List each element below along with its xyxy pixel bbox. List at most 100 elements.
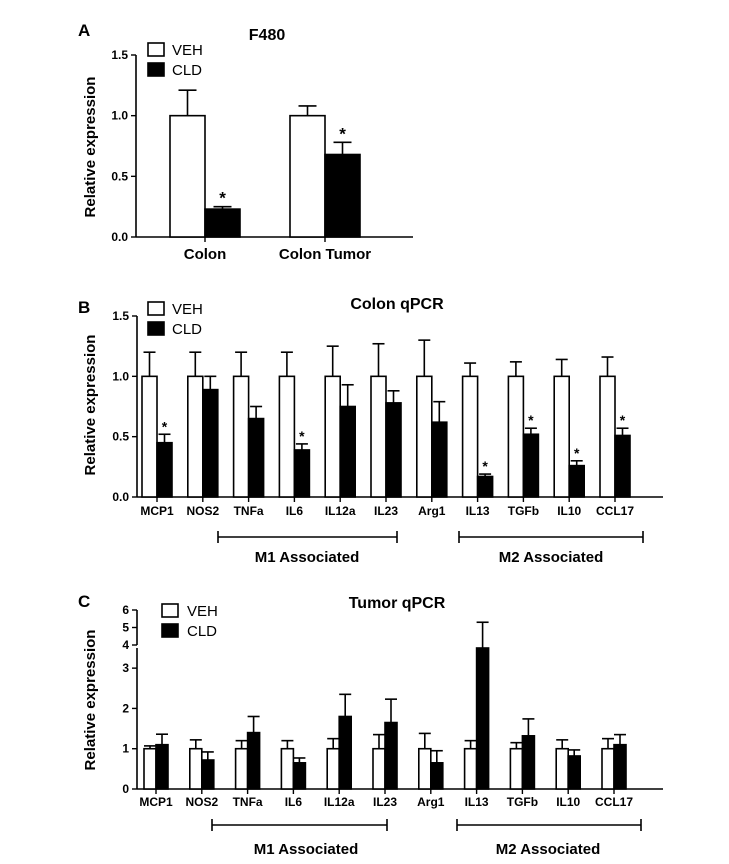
legend-swatch-veh <box>147 42 165 57</box>
x-tick-label: CCL17 <box>596 504 634 518</box>
bar-veh <box>553 375 571 498</box>
x-tick-label: NOS2 <box>185 795 218 809</box>
group-bracket-m1-c: M1 Associated <box>211 819 388 858</box>
y-tick-label: 0.0 <box>111 230 128 244</box>
significance-marker: * <box>339 124 346 143</box>
bar-cld <box>475 647 490 790</box>
x-tick-label: MCP1 <box>140 504 174 518</box>
bar-veh <box>169 114 206 238</box>
legend-label-veh: VEH <box>172 301 203 318</box>
bar-cld <box>613 743 627 790</box>
panel-a: A F480 Relative expression VEH CLD 0.0 0.… <box>78 21 413 263</box>
panel-b: B Colon qPCR Relative expression VEH CLD… <box>78 296 663 566</box>
legend-label-veh: VEH <box>172 42 203 59</box>
bar-cld <box>567 755 582 790</box>
significance-marker: * <box>219 189 226 208</box>
bar-veh <box>415 375 433 498</box>
legend-swatch-cld <box>147 62 165 77</box>
x-tick-label: IL10 <box>556 795 580 809</box>
x-tick-label: Colon Tumor <box>279 246 371 263</box>
significance-marker: * <box>482 458 488 474</box>
significance-marker: * <box>299 428 305 444</box>
y-tick-label: 1.0 <box>112 369 129 383</box>
bars-b: 0.0 0.5 1.0 1.5 * MCP1 NOS2 TNFa * IL6 IL12a IL23 Ar… <box>112 309 663 518</box>
bar-cld <box>521 735 536 790</box>
bar-veh <box>326 747 341 790</box>
bar-cld <box>522 433 540 498</box>
x-tick-label: NOS2 <box>186 504 219 518</box>
chart-title-b: Colon qPCR <box>350 296 444 313</box>
bar-veh <box>509 747 524 790</box>
bar-veh <box>187 375 204 498</box>
x-tick-label: IL23 <box>374 504 398 518</box>
legend-swatch-cld <box>161 623 179 638</box>
legend-a: VEH CLD <box>147 42 203 79</box>
group-label-m1: M1 Associated <box>255 549 359 566</box>
bar-veh <box>417 747 432 790</box>
group-bracket-m2-b: M2 Associated <box>458 531 644 566</box>
y-tick-label: 1.5 <box>111 48 128 62</box>
bar-veh <box>289 114 326 238</box>
legend-c: VEH CLD <box>161 603 218 640</box>
bar-veh <box>143 747 157 790</box>
significance-marker: * <box>620 412 626 428</box>
x-tick-label: IL10 <box>557 504 581 518</box>
group-label-m2: M2 Associated <box>496 841 600 858</box>
legend-swatch-veh <box>161 603 179 618</box>
bar-veh <box>370 375 387 498</box>
bar-cld <box>155 743 169 790</box>
y-tick-label: 0 <box>122 782 129 796</box>
legend-label-cld: CLD <box>172 62 202 79</box>
group-bracket-m1-b: M1 Associated <box>217 531 398 566</box>
group-bracket-m2-c: M2 Associated <box>456 819 642 858</box>
y-tick-label: 0.5 <box>111 169 128 183</box>
bar-cld <box>247 417 265 498</box>
bar-cld <box>476 475 494 498</box>
bar-veh <box>141 375 158 498</box>
bar-cld <box>202 388 219 498</box>
bar-cld <box>614 434 631 498</box>
bar-cld <box>204 208 241 238</box>
y-axis-label-c: Relative expression <box>82 630 99 771</box>
x-tick-label: TNFa <box>234 504 264 518</box>
bar-veh <box>189 747 203 790</box>
bar-veh <box>507 375 525 498</box>
bar-cld <box>246 731 261 790</box>
x-tick-label: Arg1 <box>417 795 445 809</box>
significance-marker: * <box>574 445 580 461</box>
significance-marker: * <box>528 412 534 428</box>
bar-veh <box>234 747 249 790</box>
bar-veh <box>555 747 570 790</box>
legend-label-cld: CLD <box>172 321 202 338</box>
chart-title-a: F480 <box>249 27 286 44</box>
y-tick-label: 1 <box>122 742 129 756</box>
group-label-m1: M1 Associated <box>254 841 358 858</box>
y-tick-label: 4 <box>122 638 129 652</box>
x-tick-label: IL12a <box>325 504 356 518</box>
y-axis-label-b: Relative expression <box>82 335 99 476</box>
bar-veh <box>372 747 386 790</box>
x-tick-label: MCP1 <box>139 795 173 809</box>
y-axis-label-a: Relative expression <box>82 77 99 218</box>
y-tick-label: 2 <box>122 701 129 715</box>
legend-label-veh: VEH <box>187 603 218 620</box>
bar-cld <box>339 405 357 498</box>
x-tick-label: IL13 <box>465 795 489 809</box>
group-label-m2: M2 Associated <box>499 549 603 566</box>
bar-veh <box>278 375 296 498</box>
bar-veh <box>463 747 478 790</box>
chart-title-c: Tumor qPCR <box>349 595 446 612</box>
panel-label-a: A <box>78 21 90 40</box>
x-tick-label: TGFb <box>508 504 539 518</box>
x-tick-label: TGFb <box>507 795 538 809</box>
bar-veh <box>599 375 616 498</box>
bar-cld <box>156 441 173 498</box>
bar-cld <box>324 153 361 238</box>
x-tick-label: IL12a <box>324 795 355 809</box>
x-tick-label: IL6 <box>285 795 303 809</box>
bar-cld <box>385 402 402 498</box>
bar-cld <box>293 449 311 498</box>
x-tick-label: Arg1 <box>418 504 446 518</box>
bar-cld <box>429 762 444 790</box>
bar-cld <box>338 715 353 790</box>
